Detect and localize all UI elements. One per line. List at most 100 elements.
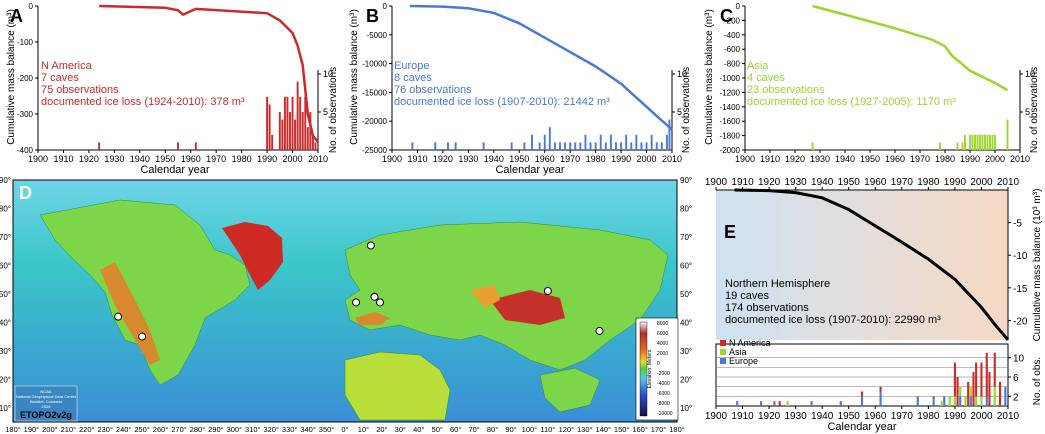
latitude-tick-label-right: 50° <box>680 290 692 299</box>
longitude-tick-label: 180° <box>669 425 685 434</box>
panel-c-x-tick-label: 1990 <box>960 154 980 164</box>
panel-c: C Cumulative mass balance (m³) No. of ob… <box>704 6 1040 153</box>
panel-e-bar <box>916 396 919 406</box>
credit-line-4: 2006 <box>42 404 52 409</box>
latitude-tick-label: 60° <box>0 261 11 270</box>
panel-a-x-tick-label: 1980 <box>232 154 252 164</box>
longitude-tick-label: 350° <box>319 425 335 434</box>
panel-b-x-tick-label: 1940 <box>484 154 504 164</box>
latitude-tick-label-right: 90° <box>680 176 692 185</box>
map-cave-markers <box>114 241 604 341</box>
latitude-tick-label-right: 30° <box>680 347 692 356</box>
panel-a-y-tick-label: -200 <box>17 74 34 83</box>
panel-a-bar <box>266 96 269 150</box>
elevation-legend-tick: -4000 <box>657 381 670 387</box>
longitude-tick-label: 100° <box>522 425 538 434</box>
panel-e-bar <box>985 352 988 397</box>
panel-b-bar <box>569 142 572 150</box>
panel-e-bar <box>879 391 882 406</box>
panel-e-bar <box>972 372 975 406</box>
panel-e-bar <box>969 386 972 397</box>
panel-a-bar <box>291 96 294 150</box>
panel-b-bar <box>640 142 643 150</box>
panel-c-bar <box>964 134 966 150</box>
panel-a-mass-balance-line <box>99 4 319 143</box>
panel-c-y-tick-label: -2000 <box>720 146 741 155</box>
panel-b-xlabel: Calendar year <box>495 164 564 176</box>
panel-c-x-tick-label: 1950 <box>860 154 880 164</box>
panel-c-bar <box>1006 119 1009 150</box>
panel-e-legend-label: N America <box>729 338 771 348</box>
panel-a-caves: 7 caves <box>41 72 79 84</box>
panel-e-caves: 19 caves <box>725 290 770 302</box>
panel-e: E Northern Hemisphere 19 caves 174 obser… <box>716 189 1043 433</box>
panel-c-y-tick-label: -1200 <box>720 88 741 97</box>
panel-b-x-tick-label: 1950 <box>509 154 529 164</box>
panel-c-ice-loss: documented ice loss (1927-2005): 1170 m³ <box>747 96 956 108</box>
panel-e-bar <box>860 391 864 397</box>
panel-c-y-tick-label: -1400 <box>720 103 741 112</box>
panel-b-bar <box>579 142 582 150</box>
panel-e-label: E <box>724 222 736 242</box>
panel-c-bar <box>991 134 994 150</box>
panel-e-obs-tick-label: 10 <box>1013 354 1025 365</box>
longitude-tick-label: 290° <box>208 425 224 434</box>
panel-a-x-tick-label: 1910 <box>53 154 73 164</box>
panel-b-bar <box>447 142 449 150</box>
panel-b-caves: 8 caves <box>394 72 432 84</box>
panel-a-y-tick-label: -400 <box>17 146 34 155</box>
panel-b-bar <box>615 142 617 150</box>
panel-a-x-tick-label: 1990 <box>257 154 277 164</box>
credit-line-3: Boulder, Colorado <box>30 399 63 404</box>
panel-a-bar <box>98 142 101 150</box>
longitude-tick-label: 70° <box>468 425 479 434</box>
panel-b-x-tick-label: 1990 <box>611 154 631 164</box>
panel-e-bar <box>953 362 956 397</box>
elevation-legend-tick: -10000 <box>657 411 673 417</box>
elevation-legend-tick: 8000 <box>657 321 668 327</box>
latitude-tick-label: 90° <box>0 176 11 185</box>
panel-b-bar <box>574 142 577 150</box>
panel-b-ylabel-right: No. of observations <box>681 67 692 153</box>
panel-e-top-tick-label: 1960 <box>864 177 887 188</box>
panel-b-bar <box>650 134 653 150</box>
latitude-tick-label: 20° <box>0 375 11 384</box>
panel-b-mass-balance-line <box>409 4 673 131</box>
panel-c-x-tick-label: 1920 <box>785 154 805 164</box>
panel-e-top-tick-label: 2000 <box>970 177 993 188</box>
panel-a-x-tick-label: 1920 <box>79 154 99 164</box>
map-africa <box>344 351 451 421</box>
longitude-tick-label: 320° <box>263 425 279 434</box>
longitude-tick-label: 200° <box>42 425 58 434</box>
latitude-tick-label: 80° <box>0 204 11 213</box>
panel-e-x-tick-label: 1940 <box>811 411 834 422</box>
panel-b-observations: 76 observations <box>394 84 472 96</box>
map-north-america <box>39 199 251 386</box>
panel-b-bar <box>454 142 457 150</box>
panel-b-bar <box>564 142 567 150</box>
panel-e-legend-label: Asia <box>729 347 747 357</box>
longitude-tick-label: 80° <box>487 425 498 434</box>
map-alps <box>355 312 390 325</box>
panel-c-bar <box>956 142 959 150</box>
longitude-tick-label: 60° <box>450 425 461 434</box>
longitude-tick-label: 20° <box>376 425 387 434</box>
elevation-legend-tick: 6000 <box>657 331 668 337</box>
longitude-tick-label: 40° <box>413 425 424 434</box>
panel-b-ylabel: Cumulative mass balance (m³) <box>349 9 360 145</box>
panel-b-marks: 0 -5000 -10000 -15000 -20000 -25000 10 5 1900 191… <box>362 2 687 164</box>
latitude-tick-label-right: 10° <box>680 404 692 413</box>
panel-c-x-tick-label: 1900 <box>735 154 755 164</box>
panel-c-x-tick-label: 1970 <box>910 154 930 164</box>
panel-b-bar <box>655 142 658 150</box>
elevation-legend-tick: -6000 <box>657 391 670 397</box>
panel-e-bar <box>860 396 864 406</box>
panel-e-legend-swatch <box>720 358 726 364</box>
map-credit: NOAA National Geophysical Data Center Bo… <box>14 385 78 422</box>
panel-c-y-tick-label: -1800 <box>720 132 741 141</box>
panel-b-label: B <box>366 6 379 26</box>
elevation-legend-tick: 2000 <box>657 351 668 357</box>
panel-e-top-tick-label: 1950 <box>838 177 861 188</box>
